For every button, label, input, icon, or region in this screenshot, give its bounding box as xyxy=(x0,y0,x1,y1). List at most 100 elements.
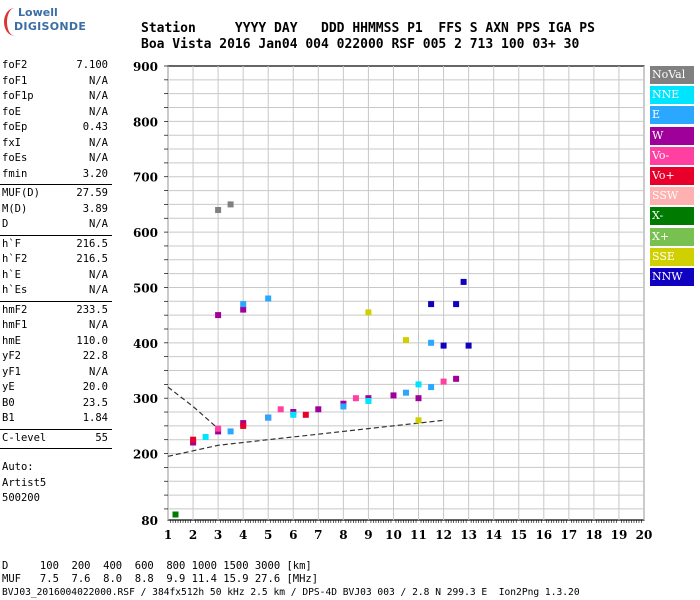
param-name: MUF(D) xyxy=(2,187,40,199)
param-name: foF1 xyxy=(2,74,28,87)
y-tick-label: 500 xyxy=(133,281,158,295)
param-row: M(D) 3.89 xyxy=(2,203,108,217)
param-value: 1.84 xyxy=(82,412,108,424)
param-value: N/A xyxy=(89,105,108,118)
x-tick-label: 14 xyxy=(485,528,502,542)
x-tick-label: 15 xyxy=(510,528,527,542)
legend-item: Vo+ xyxy=(650,167,694,185)
x-tick-label: 4 xyxy=(239,528,247,542)
x-tick-label: 6 xyxy=(289,528,297,542)
param-row: yF1 N/A xyxy=(2,366,108,380)
param-separator xyxy=(0,428,112,430)
param-name: B1 xyxy=(2,412,15,424)
legend-item: SSW xyxy=(650,187,694,206)
digisonde-logo: Lowell DIGISONDE xyxy=(4,6,86,40)
param-separator xyxy=(0,184,112,185)
param-name: foF1p xyxy=(2,90,34,102)
x-tick-label: 10 xyxy=(385,528,402,542)
logo-brand: Lowell xyxy=(18,6,58,19)
param-name: B0 xyxy=(2,396,15,409)
echo-point xyxy=(440,342,447,349)
param-row: B0 23.5 xyxy=(2,397,108,411)
param-name: hmF1 xyxy=(2,319,28,331)
echo-point xyxy=(227,201,234,208)
x-tick-label: 11 xyxy=(410,528,427,542)
x-tick-label: 7 xyxy=(314,528,322,542)
x-tick-label: 12 xyxy=(435,528,452,542)
echo-point xyxy=(415,381,422,388)
param-value: N/A xyxy=(89,319,108,331)
param-row: yF2 22.8 xyxy=(2,350,108,364)
footer-distance-line: D 100 200 400 600 800 1000 1500 3000 [km… xyxy=(2,560,312,572)
echo-point xyxy=(265,295,272,302)
echo-point xyxy=(265,414,272,421)
echo-point xyxy=(415,395,422,402)
x-tick-label: 1 xyxy=(164,528,172,542)
param-row: hmE 110.0 xyxy=(2,335,108,349)
param-row: hmF2 233.5 xyxy=(2,304,108,318)
echo-point xyxy=(365,309,372,316)
x-tick-label: 20 xyxy=(636,528,653,542)
param-name: M(D) xyxy=(2,202,28,215)
param-row: B1 1.84 xyxy=(2,412,108,426)
param-row: fxI N/A xyxy=(2,137,108,151)
header-line-1: Station YYYY DAY DDD HHMMSS P1 FFS S AXN… xyxy=(141,21,595,36)
auto-line2: Artist5 xyxy=(2,476,47,489)
param-value: N/A xyxy=(89,74,108,87)
param-row: foF2 7.100 xyxy=(2,59,108,73)
y-tick-label: 400 xyxy=(133,337,158,351)
echo-point xyxy=(240,422,247,429)
echo-point xyxy=(428,384,435,391)
param-name: foEp xyxy=(2,121,28,133)
param-name: h`F xyxy=(2,237,21,250)
echo-point xyxy=(465,342,472,349)
echo-point xyxy=(460,278,467,285)
legend-item: E xyxy=(650,106,694,125)
param-value: 3.20 xyxy=(82,167,108,180)
param-value: 3.89 xyxy=(82,202,108,215)
echo-point xyxy=(415,417,422,424)
x-tick-label: 9 xyxy=(364,528,372,542)
echo-point xyxy=(215,207,222,213)
x-tick-label: 2 xyxy=(189,528,197,542)
param-row: foEs N/A xyxy=(2,152,108,166)
param-value: N/A xyxy=(89,268,108,281)
param-separator xyxy=(0,234,112,236)
x-tick-label: 19 xyxy=(611,528,628,542)
echo-point xyxy=(302,411,309,418)
param-row: h`F 216.5 xyxy=(2,238,108,252)
echo-point xyxy=(453,301,460,308)
param-separator xyxy=(0,448,112,449)
x-tick-label: 8 xyxy=(339,528,347,542)
param-name: h`F2 xyxy=(2,253,28,265)
param-name: fxI xyxy=(2,136,21,149)
echo-point xyxy=(215,425,222,432)
echo-point xyxy=(440,378,447,385)
legend-item: SSE xyxy=(650,247,694,266)
x-tick-label: 3 xyxy=(214,528,222,542)
param-name: h`E xyxy=(2,268,21,281)
param-value: 216.5 xyxy=(76,237,108,250)
param-value: 55 xyxy=(95,431,108,444)
legend-item: NNW xyxy=(650,268,694,286)
param-name: foE xyxy=(2,105,21,118)
legend-item: NNE xyxy=(650,86,694,105)
param-value: 110.0 xyxy=(76,334,108,347)
param-value: N/A xyxy=(89,90,108,102)
param-row: foE N/A xyxy=(2,106,108,120)
param-row: foEp 0.43 xyxy=(2,121,108,135)
footer-muf-line: MUF 7.5 7.6 8.0 8.8 9.9 11.4 15.9 27.6 [… xyxy=(2,573,319,585)
param-value: 233.5 xyxy=(76,303,108,316)
echo-point xyxy=(202,434,209,440)
echo-point xyxy=(390,392,397,399)
param-value: N/A xyxy=(89,152,108,164)
echo-point xyxy=(240,301,247,308)
param-value: 0.43 xyxy=(82,121,108,133)
param-separator xyxy=(0,300,112,302)
echo-point xyxy=(290,411,297,418)
param-value: N/A xyxy=(89,136,108,149)
legend-item: Vo- xyxy=(650,146,694,165)
param-row: h`F2 216.5 xyxy=(2,253,108,267)
param-name: yF1 xyxy=(2,365,21,378)
